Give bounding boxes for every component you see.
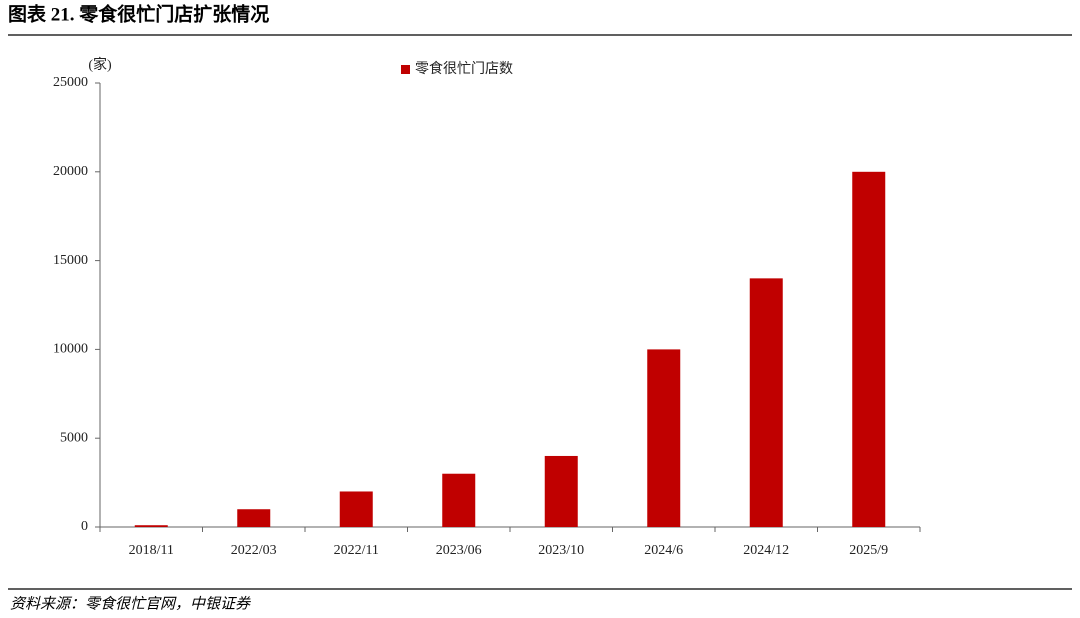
chart-title: 图表 21. 零食很忙门店扩张情况 bbox=[8, 2, 269, 25]
y-tick-label: 10000 bbox=[53, 342, 88, 357]
source: 资料来源：零食很忙官网，中银证券 bbox=[10, 595, 251, 612]
y-tick-label: 5000 bbox=[60, 430, 88, 445]
y-tick-label: 25000 bbox=[53, 75, 88, 90]
bar bbox=[544, 455, 578, 527]
x-tick-label: 2023/06 bbox=[436, 543, 482, 558]
y-axis-label: (家) bbox=[88, 56, 112, 73]
x-tick-label: 2022/11 bbox=[334, 543, 379, 558]
x-tick-label: 2025/9 bbox=[849, 543, 888, 558]
y-tick-label: 20000 bbox=[53, 164, 88, 179]
legend-label: 零食很忙门店数 bbox=[415, 60, 513, 77]
y-tick-label: 15000 bbox=[53, 253, 88, 268]
y-tick-label: 0 bbox=[81, 519, 88, 534]
bar bbox=[442, 473, 476, 527]
x-tick-label: 2024/12 bbox=[743, 543, 789, 558]
x-tick-label: 2023/10 bbox=[538, 543, 584, 558]
x-tick-label: 2018/11 bbox=[129, 543, 174, 558]
x-tick-label: 2024/6 bbox=[644, 543, 683, 558]
bar bbox=[647, 349, 681, 527]
bar bbox=[852, 171, 886, 528]
bar bbox=[134, 525, 168, 527]
x-tick-label: 2022/03 bbox=[231, 543, 277, 558]
bar bbox=[749, 278, 783, 527]
legend-swatch bbox=[401, 65, 410, 74]
bar bbox=[339, 491, 373, 527]
bar bbox=[237, 509, 271, 527]
